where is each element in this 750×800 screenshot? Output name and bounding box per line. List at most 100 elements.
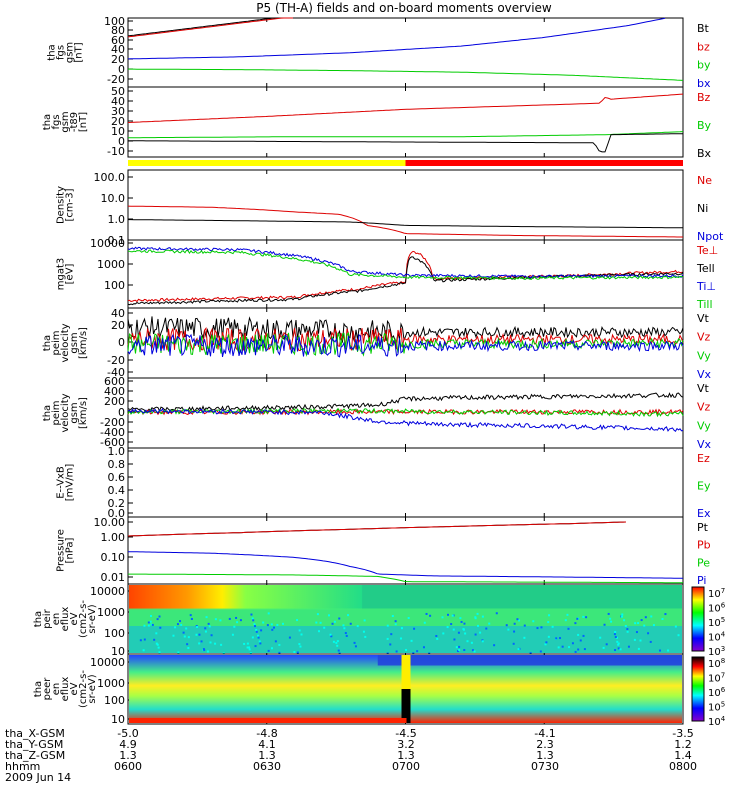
spectrogram-pixel xyxy=(254,645,257,648)
spectrogram-pixel xyxy=(260,629,263,632)
panel-temperature: 10000 1000 100 mgat3[eV] Te⊥ Tell Ti⊥ Till xyxy=(56,237,719,311)
spectrogram-pixel xyxy=(208,625,211,628)
y-tick-label: 80 xyxy=(111,24,125,37)
spectrogram-pixel xyxy=(613,633,616,636)
y-axis-label-line: peim xyxy=(51,400,62,425)
spectrogram-pixel xyxy=(363,619,366,622)
spectrogram-pixel xyxy=(523,624,526,627)
y-tick-label: 10000 xyxy=(90,656,125,669)
legend-Vt: Vt xyxy=(697,312,710,325)
spectrogram-pixel xyxy=(266,624,269,627)
spectrogram-pixel xyxy=(207,622,210,625)
colorbar-label: 104 xyxy=(708,715,726,728)
spectrogram-pixel xyxy=(464,632,467,635)
y-tick-label: 10000 xyxy=(90,585,125,598)
spectrogram-pixel xyxy=(529,652,532,655)
spectrogram-pixel xyxy=(567,627,570,630)
panel-frame xyxy=(127,86,684,158)
spectrogram-pixel xyxy=(386,624,389,627)
spectrogram-pixel xyxy=(446,626,449,629)
panel-peer_spec: 10000 1000 100 10 thapeerenefluxeV(cm2-s-sr-… xyxy=(33,653,726,728)
y-tick-label: 10.0 xyxy=(101,192,126,205)
y-tick-label: 100.0 xyxy=(94,171,126,184)
spectrogram-pixel xyxy=(176,623,179,626)
series-line-Pi xyxy=(128,551,684,579)
y-axis-label-line: eV xyxy=(69,682,80,695)
axis-tick-value: 0700 xyxy=(392,760,420,773)
spectrogram-pixel xyxy=(505,624,508,627)
spectrogram-pixel xyxy=(206,650,209,653)
y-axis-label-line: peim xyxy=(51,330,62,355)
spectrogram-pixel xyxy=(523,636,526,639)
panel-density: 100.0 10.0 1.0 0.1 Density[cm-3] Ne Ni Npot xyxy=(56,169,724,247)
spectrogram-pixel xyxy=(349,622,352,625)
spectrogram-pixel xyxy=(429,614,432,617)
y-tick-label: 200 xyxy=(104,395,125,408)
spectrogram-pixel xyxy=(214,618,217,621)
y-tick-label: -400 xyxy=(100,426,125,439)
spectrogram-pixel xyxy=(233,625,236,628)
spectrogram-pixel xyxy=(182,631,185,634)
series-line-Bz xyxy=(127,93,684,123)
spectrogram-pixel xyxy=(195,633,198,636)
spectrogram-pixel xyxy=(236,621,239,624)
spectrogram-pixel xyxy=(599,636,602,639)
spectrogram-hot-region xyxy=(129,585,363,610)
y-tick-label: 100 xyxy=(104,279,125,292)
axis-row-label: tha_Z-GSM xyxy=(5,749,65,762)
spectrogram-pixel xyxy=(143,638,146,641)
spectrogram-band xyxy=(129,608,682,626)
y-tick-label: 0 xyxy=(118,406,125,419)
spectrogram-pixel xyxy=(582,615,585,618)
spectrogram-pixel xyxy=(257,636,260,639)
mode-bar-segment xyxy=(128,160,406,166)
spectrogram-pixel xyxy=(566,613,569,616)
spectrogram-pixel xyxy=(652,624,655,627)
spectrogram-pixel xyxy=(143,624,146,627)
legend-Tell: Tell xyxy=(696,262,715,275)
spectrogram-pixel xyxy=(270,623,273,626)
legend-Pb: Pb xyxy=(697,539,711,552)
spectrogram-pixel xyxy=(621,613,624,616)
y-tick-label: -20 xyxy=(107,354,125,367)
spectrogram-pixel xyxy=(400,627,403,630)
colorbar-label: 105 xyxy=(708,616,725,629)
spectrogram-pixel xyxy=(474,617,477,620)
legend-Pi: Pi xyxy=(697,574,706,587)
spectrogram-pixel xyxy=(281,622,284,625)
spectrogram-pixel xyxy=(416,650,419,653)
spectrogram-pixel xyxy=(488,622,491,625)
y-axis-label-line: velocity xyxy=(60,323,71,362)
spectrogram-pixel xyxy=(189,614,192,617)
legend-Ni: Ni xyxy=(697,202,708,215)
legend-Bx: Bx xyxy=(697,147,712,160)
spectrogram-pixel xyxy=(661,618,664,621)
spectrogram-pixel xyxy=(344,632,347,635)
spectrogram-pixel xyxy=(453,638,456,641)
spectrogram-pixel xyxy=(441,616,444,619)
spectrogram-pixel xyxy=(231,633,234,636)
spectrogram-pixel xyxy=(353,641,356,644)
spectrogram-pixel xyxy=(639,639,642,642)
panel-mode_bar xyxy=(128,160,683,166)
y-axis-label-line: [eV] xyxy=(65,264,76,285)
spectrogram-pixel xyxy=(323,626,326,629)
spectrogram-pixel xyxy=(456,650,459,653)
spectrogram-pixel xyxy=(394,623,397,626)
spectrogram-pixel xyxy=(412,652,415,655)
spectrogram-pixel xyxy=(474,633,477,636)
spectrogram-pixel xyxy=(517,648,520,651)
axis-tick-value: 1.4 xyxy=(674,749,692,762)
y-tick-label: 0.2 xyxy=(108,497,126,510)
axis-tick-value: 0800 xyxy=(669,760,697,773)
spectrogram-pixel xyxy=(462,628,465,631)
spectrogram-pixel xyxy=(319,621,322,624)
spectrogram-pixel xyxy=(452,628,455,631)
spectrogram-pixel xyxy=(316,613,319,616)
spectrogram-pixel xyxy=(574,622,577,625)
spectrogram-pixel xyxy=(243,642,246,645)
